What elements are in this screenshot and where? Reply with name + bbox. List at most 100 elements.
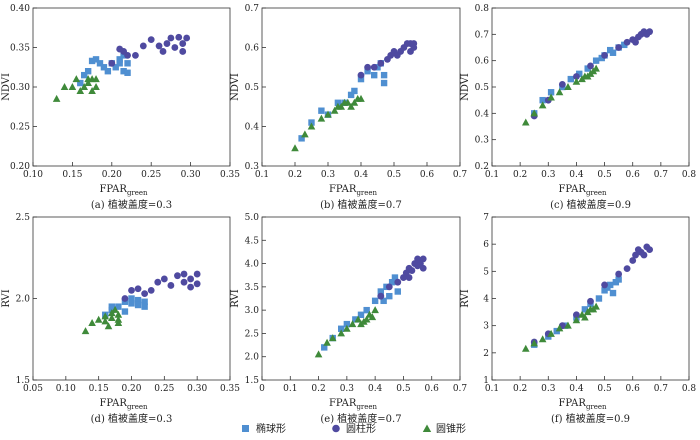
data-point-cylinder bbox=[108, 59, 116, 67]
x-tick-label: 0.8 bbox=[682, 170, 697, 180]
panel-c: 0.1 0.2 0.3 0.4 0.5 0.6 0.7 0.80.20.30.40.50.60… bbox=[460, 4, 696, 211]
y-tick-label: 4.0 bbox=[245, 260, 260, 270]
data-point-ellipsoid bbox=[134, 296, 142, 304]
x-tick-label: 0.4 bbox=[368, 384, 383, 394]
legend-label-cone: 圆锥形 bbox=[436, 423, 466, 435]
data-point-ellipsoid bbox=[357, 311, 365, 318]
y-tick-label: 0.25 bbox=[10, 123, 30, 133]
x-axis-label-main: FPAR bbox=[99, 184, 127, 195]
data-point-cone bbox=[114, 310, 123, 318]
x-tick-label: 0.8 bbox=[682, 384, 697, 394]
y-tick-label: 0.5 bbox=[245, 83, 260, 93]
data-point-cone bbox=[530, 339, 539, 347]
data-point-ellipsoid bbox=[380, 297, 387, 305]
data-point-cone bbox=[521, 344, 530, 352]
y-axis-label: RVI bbox=[460, 289, 471, 307]
data-point-cylinder bbox=[385, 283, 393, 291]
x-axis-label: FPARgreen bbox=[329, 398, 378, 411]
x-axis-label-subscript: green bbox=[586, 403, 607, 411]
data-point-cone bbox=[307, 122, 316, 130]
x-axis-label: FPARgreen bbox=[558, 184, 607, 197]
data-point-cone bbox=[92, 83, 100, 90]
y-tick-label: 3 bbox=[483, 322, 489, 332]
data-point-cylinder bbox=[193, 270, 201, 278]
x-axis-label-subscript: green bbox=[127, 189, 148, 197]
data-point-cylinder bbox=[174, 272, 181, 280]
data-point-cone bbox=[314, 350, 323, 358]
data-point-cone bbox=[368, 313, 377, 321]
data-point-ellipsoid bbox=[141, 303, 148, 310]
y-axis-label: RVI bbox=[230, 289, 241, 307]
data-point-ellipsoid bbox=[357, 75, 365, 83]
x-tick-label: 0.7 bbox=[654, 384, 669, 394]
x-axis-label-main: FPAR bbox=[329, 398, 357, 409]
y-tick-label: 0.3 bbox=[475, 136, 490, 146]
y-tick-label: 1 bbox=[483, 376, 489, 386]
data-point-ellipsoid bbox=[621, 41, 628, 49]
y-tick-label: 3.0 bbox=[245, 306, 260, 316]
data-point-cylinder bbox=[601, 52, 608, 59]
data-point-ellipsoid bbox=[595, 295, 603, 302]
data-point-cylinder bbox=[615, 270, 623, 278]
data-point-ellipsoid bbox=[352, 316, 359, 323]
data-point-ellipsoid bbox=[364, 68, 371, 75]
data-point-cone bbox=[360, 317, 368, 325]
data-point-ellipsoid bbox=[380, 71, 388, 79]
data-point-ellipsoid bbox=[609, 289, 617, 297]
data-point-ellipsoid bbox=[77, 79, 84, 87]
data-point-cone bbox=[572, 77, 581, 85]
data-point-cylinder bbox=[155, 42, 163, 50]
y-tick-label: 6 bbox=[483, 240, 489, 250]
data-point-cylinder bbox=[646, 28, 653, 36]
legend-marker-cone bbox=[422, 424, 432, 432]
data-point-ellipsoid bbox=[338, 325, 345, 332]
data-point-cylinder bbox=[193, 280, 201, 288]
data-point-ellipsoid bbox=[121, 308, 129, 315]
plot-frame bbox=[261, 7, 461, 167]
x-tick-label: 0.7 bbox=[654, 170, 669, 180]
legend-marker-cylinder bbox=[332, 424, 340, 433]
data-point-ellipsoid bbox=[567, 75, 574, 83]
legend-label-ellipsoid: 椭球形 bbox=[256, 422, 286, 435]
data-point-ellipsoid bbox=[604, 284, 611, 291]
y-tick-label: 0.7 bbox=[245, 4, 260, 14]
x-axis-label-subscript: green bbox=[356, 403, 377, 411]
data-point-ellipsoid bbox=[343, 320, 351, 328]
data-point-cone bbox=[592, 64, 600, 72]
data-point-cone bbox=[324, 110, 332, 118]
x-tick-label: 0.2 bbox=[513, 384, 527, 394]
y-tick-label: 0.30 bbox=[10, 83, 30, 93]
plot-frame bbox=[491, 7, 690, 167]
y-tick-label: 5.0 bbox=[245, 213, 260, 223]
x-axis-label-main: FPAR bbox=[329, 184, 357, 195]
data-point-cylinder bbox=[405, 274, 413, 281]
y-tick-label: 0.5 bbox=[475, 83, 490, 93]
data-point-ellipsoid bbox=[377, 288, 384, 295]
y-tick-label: 2.0 bbox=[16, 295, 31, 305]
x-tick-label: 0.6 bbox=[425, 384, 440, 394]
data-point-ellipsoid bbox=[547, 89, 555, 96]
data-point-cylinder bbox=[147, 36, 155, 43]
y-axis-label: RVI bbox=[1, 289, 12, 307]
y-tick-label: 2.0 bbox=[245, 353, 260, 363]
panel-caption: (e) 植被盖度=0.7 bbox=[320, 412, 401, 425]
y-tick-label: 0.3 bbox=[245, 162, 260, 172]
data-point-ellipsoid bbox=[104, 68, 112, 75]
data-point-cylinder bbox=[160, 275, 168, 283]
data-point-cylinder bbox=[419, 264, 427, 272]
data-point-ellipsoid bbox=[584, 65, 591, 72]
y-tick-label: 0.6 bbox=[475, 57, 490, 67]
data-point-ellipsoid bbox=[576, 70, 583, 78]
data-point-ellipsoid bbox=[108, 303, 115, 310]
x-tick-label: 0 bbox=[259, 384, 265, 394]
data-point-cylinder bbox=[141, 290, 149, 298]
x-tick-label: 0.5 bbox=[387, 170, 402, 180]
data-point-cone bbox=[581, 313, 589, 321]
data-point-cylinder bbox=[587, 297, 594, 305]
data-point-cylinder bbox=[124, 52, 131, 59]
x-tick-label: 0.3 bbox=[541, 384, 556, 394]
x-axis-label: FPARgreen bbox=[558, 398, 607, 411]
x-tick-label: 0.2 bbox=[311, 384, 325, 394]
x-tick-label: 0.3 bbox=[321, 170, 336, 180]
